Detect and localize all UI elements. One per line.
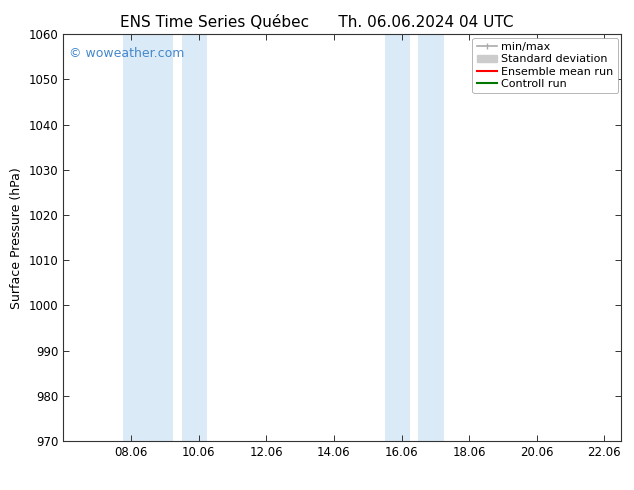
Bar <box>182 34 207 441</box>
Text: © woweather.com: © woweather.com <box>69 47 184 59</box>
Bar <box>122 34 173 441</box>
Y-axis label: Surface Pressure (hPa): Surface Pressure (hPa) <box>10 167 23 309</box>
Text: ENS Time Series Québec      Th. 06.06.2024 04 UTC: ENS Time Series Québec Th. 06.06.2024 04… <box>120 15 514 30</box>
Bar <box>418 34 444 441</box>
Bar <box>385 34 410 441</box>
Legend: min/max, Standard deviation, Ensemble mean run, Controll run: min/max, Standard deviation, Ensemble me… <box>472 38 618 93</box>
